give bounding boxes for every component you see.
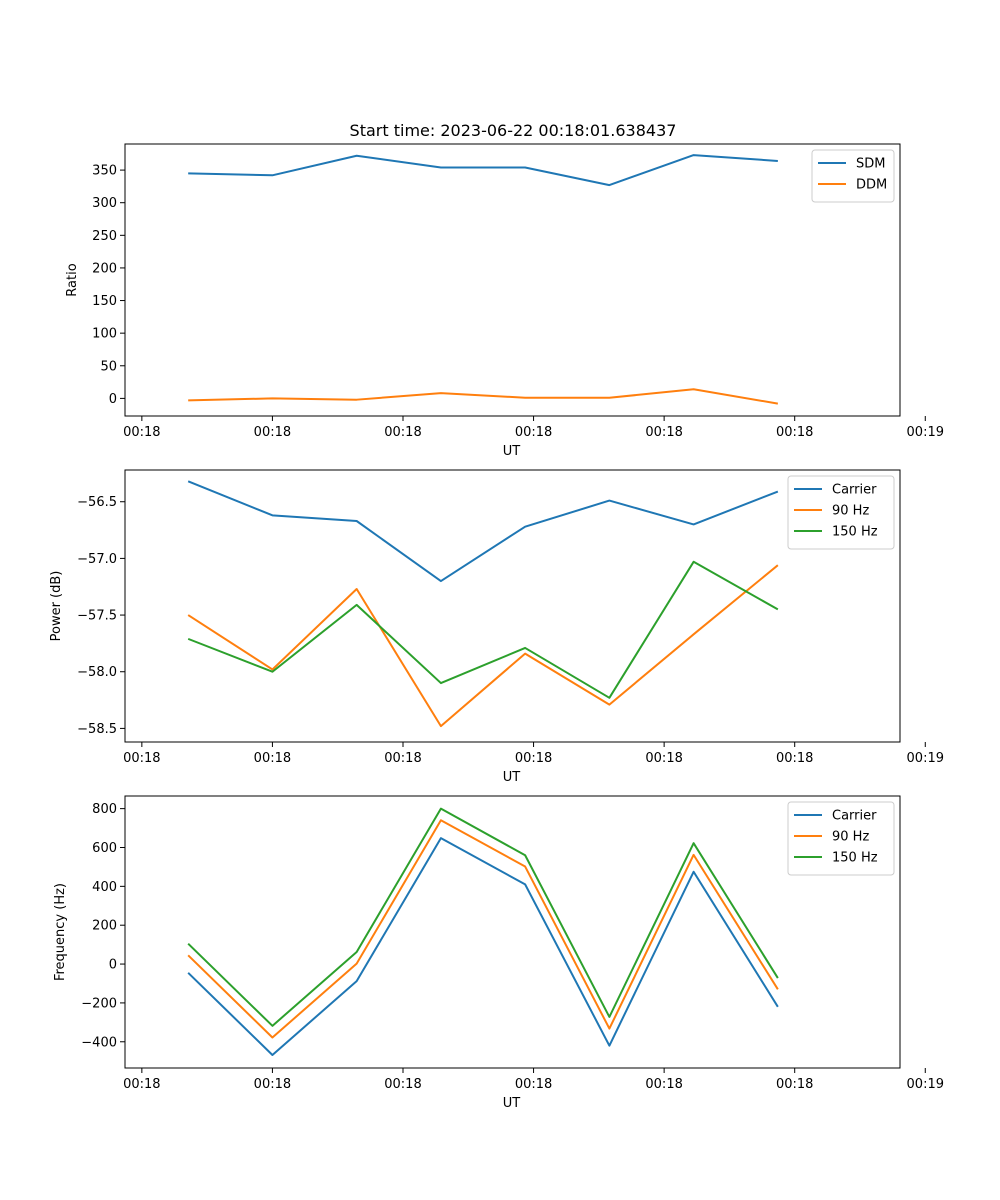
series-line-90-hz [187, 564, 779, 728]
x-tick-label: 00:19 [907, 751, 944, 766]
legend-entry-label: Carrier [832, 809, 877, 824]
x-tick-label: 00:18 [645, 1077, 682, 1092]
axes-frame [124, 795, 901, 1069]
y-tick-label: 50 [100, 359, 117, 374]
x-tick-label: 00:18 [515, 425, 552, 440]
x-tick-label: 00:18 [123, 425, 160, 440]
series-line-150-hz [187, 807, 779, 1027]
axes-frame [124, 143, 901, 417]
series-line-carrier [187, 837, 779, 1056]
series-line-90-hz [187, 819, 779, 1039]
y-tick-label: −58.5 [77, 722, 117, 737]
y-tick-label: 300 [92, 196, 117, 211]
series-line-carrier [187, 480, 779, 583]
x-tick-label: 00:18 [776, 1077, 813, 1092]
x-tick-label: 00:18 [123, 751, 160, 766]
x-tick-label: 00:18 [384, 1077, 421, 1092]
x-tick-label: 00:18 [515, 1077, 552, 1092]
legend-entry-label: SDM [856, 157, 885, 172]
x-axis-label: UT [503, 1096, 521, 1111]
y-tick-label: −57.5 [77, 609, 117, 624]
x-axis-label: UT [503, 444, 521, 459]
figure-title: Start time: 2023-06-22 00:18:01.638437 [350, 121, 677, 140]
x-tick-label: 00:18 [254, 751, 291, 766]
x-tick-label: 00:18 [384, 425, 421, 440]
chart-panel-2: 00:18 00:18 00:18 00:18 00:18 00:18 00:19 −58.5… [49, 469, 944, 785]
legend: SDM DDM [811, 149, 895, 203]
chart-panels: 00:18 00:18 00:18 00:18 00:18 00:18 00:19 0 50 10… [49, 143, 944, 1111]
legend-entry-label: DDM [856, 178, 887, 193]
x-tick-label: 00:18 [515, 751, 552, 766]
legend-entry-label: 90 Hz [832, 830, 869, 845]
legend-entry-label: 150 Hz [832, 851, 878, 866]
y-tick-label: 400 [92, 880, 117, 895]
x-tick-label: 00:18 [384, 751, 421, 766]
y-tick-label: 0 [109, 392, 117, 407]
legend: Carrier 90 Hz 150 Hz [787, 475, 895, 550]
series-line-150-hz [187, 560, 779, 699]
legend: Carrier 90 Hz 150 Hz [787, 801, 895, 876]
x-tick-label: 00:18 [645, 425, 682, 440]
x-tick-label: 00:19 [907, 425, 944, 440]
y-tick-label: 250 [92, 229, 117, 244]
y-tick-label: 100 [92, 327, 117, 342]
y-tick-label: 150 [92, 294, 117, 309]
y-tick-label: −58.0 [77, 665, 117, 680]
chart-panel-3: 00:18 00:18 00:18 00:18 00:18 00:18 00:19 −400 −… [53, 795, 944, 1111]
legend-entry-label: 90 Hz [832, 504, 869, 519]
legend-entry-label: Carrier [832, 483, 877, 498]
y-tick-label: 350 [92, 164, 117, 179]
y-tick-label: 600 [92, 841, 117, 856]
y-axis-label: Frequency (Hz) [53, 883, 68, 981]
y-axis-label: Ratio [65, 263, 80, 296]
x-tick-label: 00:19 [907, 1077, 944, 1092]
axes-frame [124, 469, 901, 743]
x-tick-label: 00:18 [645, 751, 682, 766]
x-tick-label: 00:18 [254, 1077, 291, 1092]
x-tick-label: 00:18 [776, 751, 813, 766]
legend-entry-label: 150 Hz [832, 525, 878, 540]
x-tick-label: 00:18 [254, 425, 291, 440]
x-tick-label: 00:18 [776, 425, 813, 440]
x-axis-label: UT [503, 770, 521, 785]
y-tick-label: −200 [81, 996, 117, 1011]
y-tick-label: 200 [92, 261, 117, 276]
y-tick-label: 0 [109, 958, 117, 973]
y-tick-label: −56.5 [77, 495, 117, 510]
y-tick-label: −57.0 [77, 552, 117, 567]
y-tick-label: −400 [81, 1035, 117, 1050]
series-line-ddm [188, 388, 779, 405]
series-line-sdm [188, 154, 778, 187]
y-axis-label: Power (dB) [49, 571, 64, 642]
x-tick-label: 00:18 [123, 1077, 160, 1092]
y-tick-label: 200 [92, 919, 117, 934]
chart-panel-1: 00:18 00:18 00:18 00:18 00:18 00:18 00:19 0 50 10… [65, 143, 944, 459]
y-tick-label: 800 [92, 802, 117, 817]
